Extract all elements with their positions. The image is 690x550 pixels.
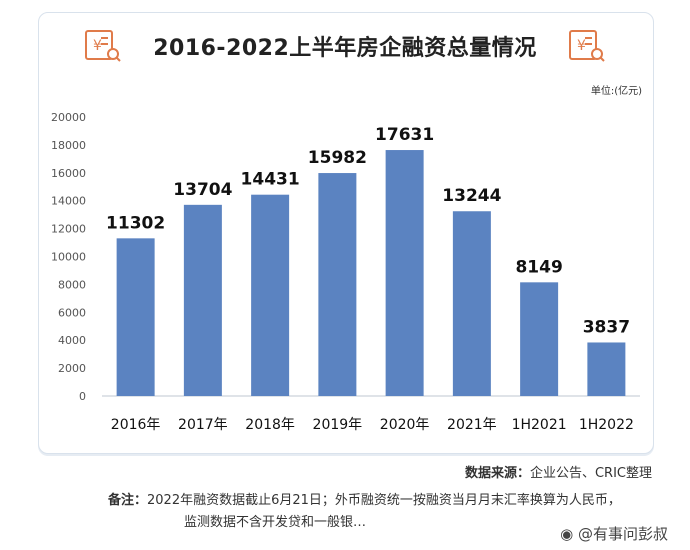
bar — [318, 173, 357, 396]
bar — [116, 238, 155, 396]
data-source: 数据来源：企业公告、CRIC整理 — [465, 462, 652, 481]
x-tick-label: 2016年 — [111, 417, 161, 433]
note-text-1: 2022年融资数据截止6月21日；外币融资统一按融资当月月末汇率换算为人民币， — [147, 493, 621, 508]
y-tick-label: 20000 — [51, 111, 86, 124]
y-tick-label: 8000 — [58, 278, 86, 291]
chart-title: 2016-2022上半年房企融资总量情况 — [153, 36, 537, 61]
y-tick-label: 12000 — [51, 223, 86, 236]
y-tick-label: 16000 — [51, 167, 86, 180]
bar — [251, 194, 290, 396]
source-text: 企业公告、CRIC整理 — [529, 466, 652, 481]
svg-text:¥: ¥ — [93, 38, 102, 54]
bar — [385, 150, 424, 396]
footnote: 备注：2022年融资数据截止6月21日；外币融资统一按融资当月月末汇率换算为人民… — [108, 490, 668, 534]
x-tick-label: 2019年 — [313, 417, 363, 433]
y-tick-label: 2000 — [58, 362, 86, 375]
data-label: 3837 — [583, 317, 630, 337]
x-tick-label: 2021年 — [447, 417, 497, 433]
watermark: ◉ @有事问彭叔 — [556, 523, 672, 544]
x-tick-label: 2020年 — [380, 417, 430, 433]
note-label: 备注： — [108, 493, 148, 508]
x-tick-label: 2017年 — [178, 417, 228, 433]
y-tick-label: 14000 — [51, 195, 86, 208]
source-label: 数据来源： — [464, 466, 530, 481]
data-label: 13704 — [173, 180, 232, 200]
note-text-2: 监测数据不含开发贷和一般银… — [184, 515, 367, 530]
weibo-icon: ◉ — [560, 525, 574, 543]
x-tick-label: 1H2021 — [512, 417, 567, 433]
y-tick-label: 10000 — [51, 251, 86, 264]
y-tick-label: 6000 — [58, 306, 86, 319]
unit-label: 单位:(亿元) — [590, 86, 642, 97]
bar — [452, 211, 491, 396]
watermark-text: @有事问彭叔 — [577, 525, 668, 543]
data-label: 13244 — [442, 186, 501, 206]
document-yen-icon: ¥ — [85, 30, 121, 62]
data-label: 14431 — [241, 170, 300, 190]
bar — [520, 282, 559, 396]
data-label: 11302 — [106, 213, 165, 233]
x-tick-label: 2018年 — [245, 417, 295, 433]
chart-header: ¥ 2016-2022上半年房企融资总量情况 ¥ — [38, 12, 652, 80]
y-tick-label: 0 — [79, 390, 86, 403]
data-label: 8149 — [515, 257, 562, 277]
y-tick-label: 18000 — [51, 139, 86, 152]
x-tick-label: 1H2022 — [579, 417, 634, 433]
svg-text:¥: ¥ — [577, 38, 586, 54]
data-label: 15982 — [308, 148, 367, 168]
data-label: 17631 — [375, 125, 434, 145]
y-tick-label: 4000 — [58, 334, 86, 347]
document-yen-icon: ¥ — [568, 30, 605, 62]
bar — [587, 342, 626, 396]
bar — [183, 204, 222, 396]
